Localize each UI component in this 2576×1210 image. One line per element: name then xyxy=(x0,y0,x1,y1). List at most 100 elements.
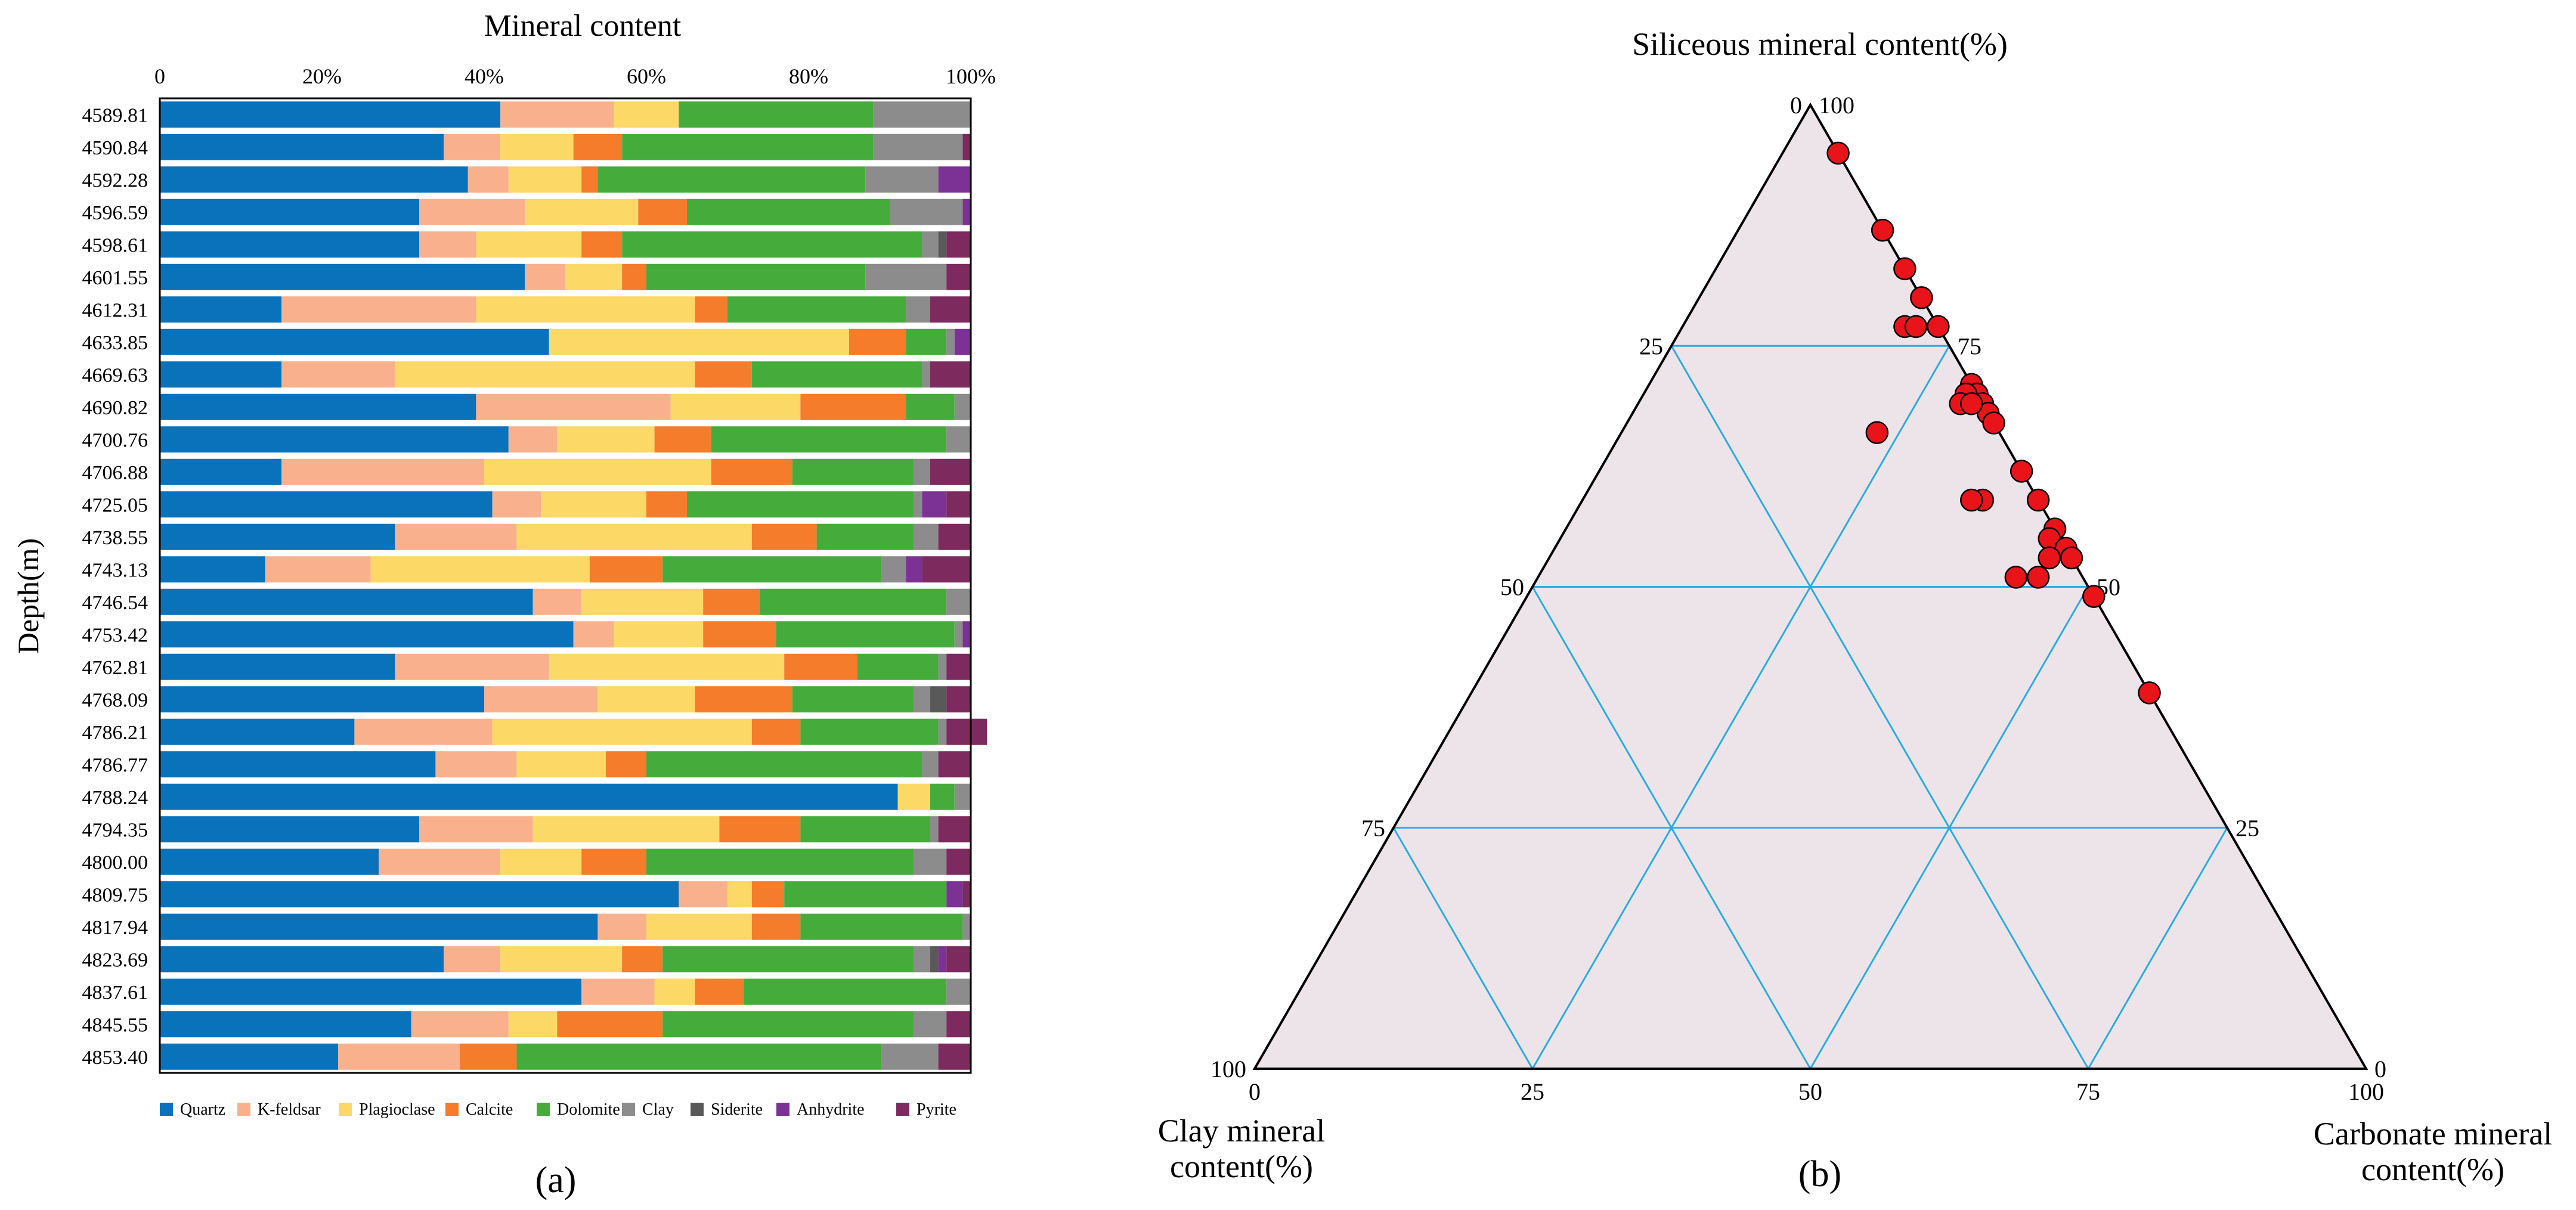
bar-segment-pyrite xyxy=(946,848,971,875)
bar-segment-dolomite xyxy=(906,328,947,355)
bar-segment-clay xyxy=(946,978,971,1005)
bar-segment-pyrite xyxy=(946,718,987,745)
x-tick-label: 80% xyxy=(789,64,828,88)
bar-segment-plagioclase xyxy=(500,946,623,973)
legend: Quartz K-feldsar Plagioclase Calcite Dolomit… xyxy=(160,1100,956,1119)
data-point xyxy=(1960,392,1983,415)
bar-segment-clay xyxy=(946,588,971,615)
depth-label: 4788.24 xyxy=(82,787,148,809)
bar-segment-dolomite xyxy=(760,588,947,615)
bar-segment-quartz xyxy=(160,751,436,778)
bar-segment-calcite xyxy=(695,361,752,388)
bar-segment-clay xyxy=(946,426,971,453)
bar-segment-quartz xyxy=(160,296,281,323)
bar-segment-quartz xyxy=(160,393,476,420)
bar-segment-dolomite xyxy=(800,718,939,745)
bar-segment-quartz xyxy=(160,621,574,648)
bar-segment-dolomite xyxy=(687,491,914,518)
bar-segment-pyrite xyxy=(930,361,971,388)
bar-segment-k-feldsar xyxy=(419,198,525,225)
bar-segment-k-feldsar xyxy=(435,751,517,778)
bottom-edge-tick: 25 xyxy=(1521,1078,1544,1105)
data-point xyxy=(2026,566,2050,589)
bar-segment-calcite xyxy=(581,848,646,875)
bar-segment-dolomite xyxy=(784,881,947,908)
depth-label: 4800.00 xyxy=(82,852,148,874)
bar-segment-calcite xyxy=(573,134,623,160)
legend-swatch xyxy=(776,1103,789,1116)
bar-segment-dolomite xyxy=(792,686,914,713)
bar-segment-calcite xyxy=(719,816,801,843)
bar-segment-clay xyxy=(946,328,955,355)
right-edge-tick: 25 xyxy=(2236,815,2259,842)
grid-line xyxy=(1531,345,1950,1069)
legend-label: Plagioclase xyxy=(359,1100,435,1119)
bar-segment-plagioclase xyxy=(500,848,582,875)
bar-segment-pyrite xyxy=(946,231,971,258)
bar-segment-quartz xyxy=(160,978,582,1005)
bar-segment-dolomite xyxy=(792,458,914,485)
depth-label: 4809.75 xyxy=(82,884,148,906)
bar-segment-dolomite xyxy=(622,134,874,160)
bar-segment-calcite xyxy=(589,556,663,583)
data-point xyxy=(1960,488,1983,512)
bar-segment-pyrite xyxy=(938,523,971,550)
bar-segment-calcite xyxy=(557,1011,663,1038)
bar-segment-quartz xyxy=(160,426,509,453)
depth-label: 4596.59 xyxy=(82,202,148,224)
bar-segment-k-feldsar xyxy=(532,588,582,615)
bar-segment-clay xyxy=(873,101,971,128)
bar-segment-k-feldsar xyxy=(500,101,614,128)
data-point xyxy=(2026,488,2050,512)
bar-segment-calcite xyxy=(581,231,623,258)
top-axis-title: Siliceous mineral content(%) xyxy=(1632,26,2008,62)
bar-segment-clay xyxy=(914,686,930,713)
bottom-edge-tick: 100 xyxy=(2348,1078,2384,1105)
bar-segment-anhydrite xyxy=(938,166,971,193)
depth-label: 4706.88 xyxy=(82,462,148,484)
depth-label: 4823.69 xyxy=(82,949,148,971)
bar-segment-quartz xyxy=(160,1043,339,1070)
bar-segment-clay xyxy=(881,1043,939,1070)
bar-segment-clay xyxy=(873,134,963,160)
bar-segment-quartz xyxy=(160,718,355,745)
bar-segment-k-feldsar xyxy=(379,848,501,875)
bar-segment-k-feldsar xyxy=(419,816,533,843)
bar-segment-k-feldsar xyxy=(354,718,493,745)
bar-segment-k-feldsar xyxy=(281,458,484,485)
bar-segment-clay xyxy=(906,296,930,323)
bar-segment-plagioclase xyxy=(525,198,639,225)
bar-segment-plagioclase xyxy=(370,556,590,583)
grid-line xyxy=(1670,345,2089,1069)
bar-segment-clay xyxy=(922,361,930,388)
bar-segment-plagioclase xyxy=(532,816,720,843)
bar-segment-k-feldsar xyxy=(281,296,476,323)
depth-label: 4612.31 xyxy=(82,299,148,321)
bar-segment-dolomite xyxy=(800,816,930,843)
left-edge-tick: 100 xyxy=(1210,1056,1246,1082)
bar-segment-k-feldsar xyxy=(525,263,565,290)
bar-segment-plagioclase xyxy=(508,166,582,193)
legend-label: Clay xyxy=(642,1100,674,1119)
bar-segment-plagioclase xyxy=(727,881,752,908)
left-axis-title: Clay mineral content(%) xyxy=(1158,1113,1325,1184)
bar-segment-dolomite xyxy=(776,621,955,648)
depth-label: 4786.77 xyxy=(82,754,148,776)
bar-segment-quartz xyxy=(160,134,444,160)
bar-segment-calcite xyxy=(460,1043,517,1070)
bar-segment-dolomite xyxy=(751,361,922,388)
ternary-grid xyxy=(1252,102,2368,1070)
bar-segment-calcite xyxy=(703,588,760,615)
bar-segment-clay xyxy=(881,556,906,583)
bar-segment-dolomite xyxy=(646,263,866,290)
bar-segment-clay xyxy=(865,263,947,290)
bar-segment-pyrite xyxy=(930,296,971,323)
x-tick-labels: 0 20% 40% 60% 80% 100% xyxy=(154,64,996,88)
legend-swatch xyxy=(896,1103,909,1116)
bar-segment-k-feldsar xyxy=(597,913,646,940)
bar-segment-clay xyxy=(938,718,947,745)
bar-segment-calcite xyxy=(751,523,817,550)
bar-segment-anhydrite xyxy=(962,621,971,648)
data-point xyxy=(1865,421,1889,445)
